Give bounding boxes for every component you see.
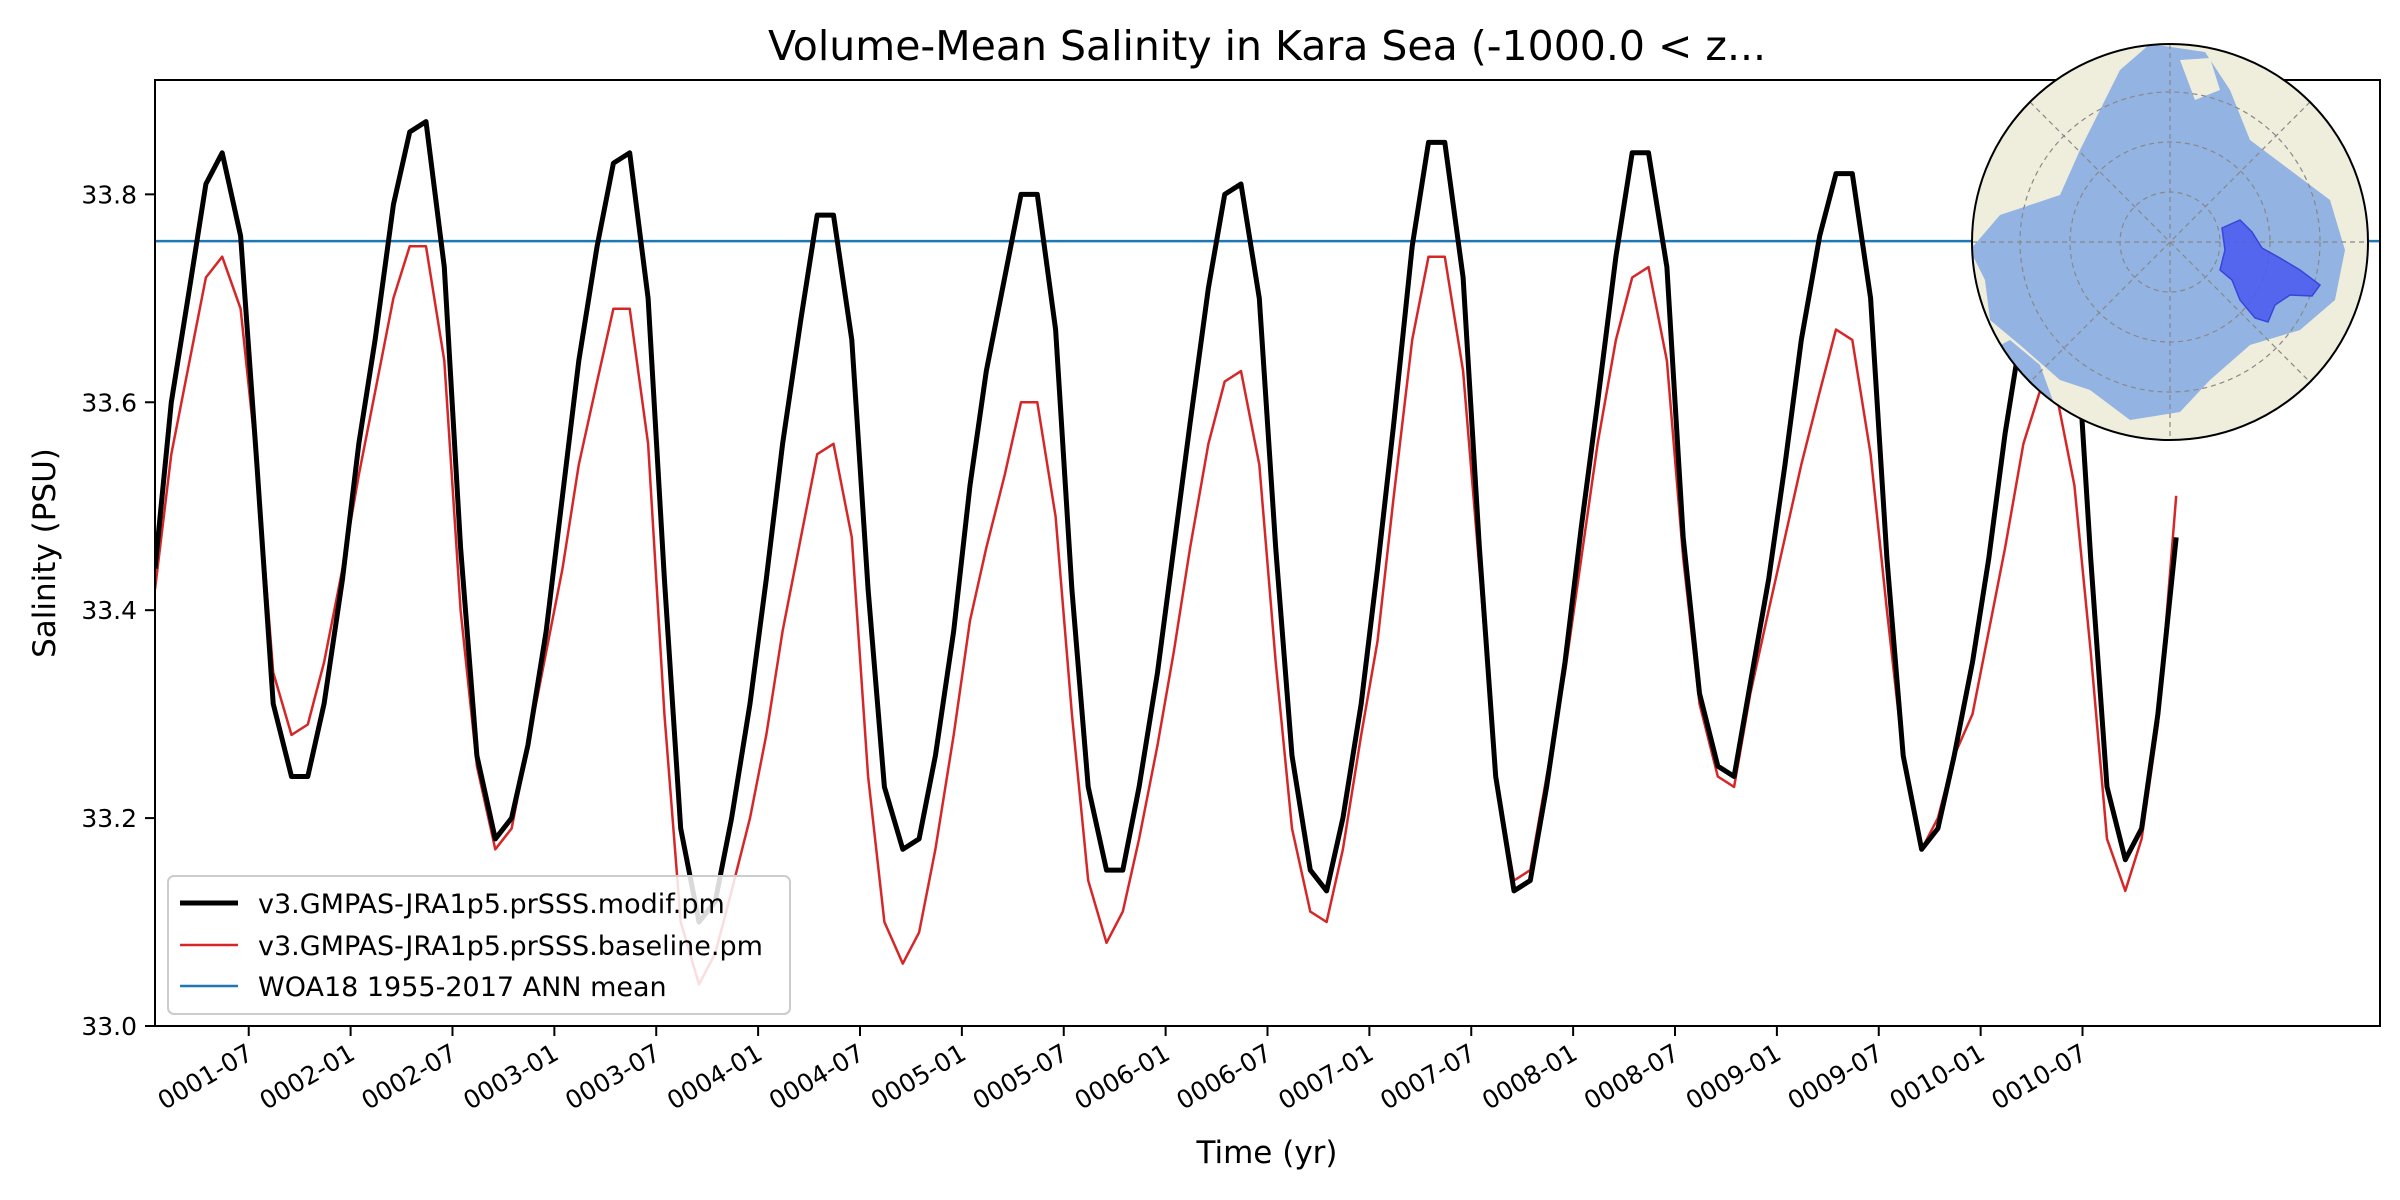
x-tick-label: 0007-07 bbox=[1375, 1038, 1480, 1115]
x-tick-label: 0008-07 bbox=[1579, 1038, 1684, 1115]
series-line-modif bbox=[155, 119, 2179, 925]
y-tick-label: 33.6 bbox=[81, 388, 137, 417]
x-tick-label: 0001-07 bbox=[153, 1038, 258, 1115]
y-tick-label: 33.8 bbox=[81, 180, 137, 209]
x-tick-label: 0006-07 bbox=[1172, 1038, 1277, 1115]
y-tick-label: 33.4 bbox=[81, 596, 137, 625]
x-tick-label: 0002-07 bbox=[357, 1038, 462, 1115]
x-tick-label: 0010-07 bbox=[1987, 1038, 2092, 1115]
x-tick-label: 0007-01 bbox=[1273, 1038, 1378, 1115]
chart-title: Volume-Mean Salinity in Kara Sea (-1000.… bbox=[768, 22, 1766, 70]
x-axis: 0001-070002-010002-070003-010003-070004-… bbox=[153, 1026, 2092, 1115]
y-axis-label: Salinity (PSU) bbox=[27, 448, 63, 658]
y-axis: 33.0 33.2 33.4 33.6 33.8 bbox=[81, 180, 155, 1041]
kara-sea-region bbox=[2219, 219, 2322, 323]
legend-label-woa18: WOA18 1955-2017 ANN mean bbox=[258, 972, 667, 1003]
x-tick-label: 0005-01 bbox=[866, 1038, 971, 1115]
arctic-region-inset-map bbox=[1971, 43, 2369, 441]
x-tick-label: 0003-01 bbox=[458, 1038, 563, 1115]
x-tick-label: 0004-07 bbox=[764, 1038, 869, 1115]
y-tick-label: 33.2 bbox=[81, 804, 137, 833]
legend-label-modif: v3.GMPAS-JRA1p5.prSSS.modif.pm bbox=[258, 889, 725, 920]
x-tick-label: 0005-07 bbox=[968, 1038, 1073, 1115]
x-tick-label: 0003-07 bbox=[560, 1038, 665, 1115]
y-tick-label: 33.0 bbox=[81, 1012, 137, 1041]
x-tick-label: 0008-01 bbox=[1477, 1038, 1582, 1115]
x-tick-label: 0006-01 bbox=[1070, 1038, 1175, 1115]
x-tick-label: 0009-01 bbox=[1681, 1038, 1786, 1115]
legend-label-baseline: v3.GMPAS-JRA1p5.prSSS.baseline.pm bbox=[258, 931, 763, 962]
legend: v3.GMPAS-JRA1p5.prSSS.modif.pm v3.GMPAS-… bbox=[167, 875, 791, 1015]
x-tick-label: 0010-01 bbox=[1885, 1038, 1990, 1115]
x-tick-label: 0004-01 bbox=[662, 1038, 767, 1115]
plot-frame bbox=[154, 79, 2381, 1027]
x-tick-label: 0002-01 bbox=[255, 1038, 360, 1115]
x-tick-label: 0009-07 bbox=[1783, 1038, 1888, 1115]
x-axis-label: Time (yr) bbox=[1196, 1135, 1338, 1171]
